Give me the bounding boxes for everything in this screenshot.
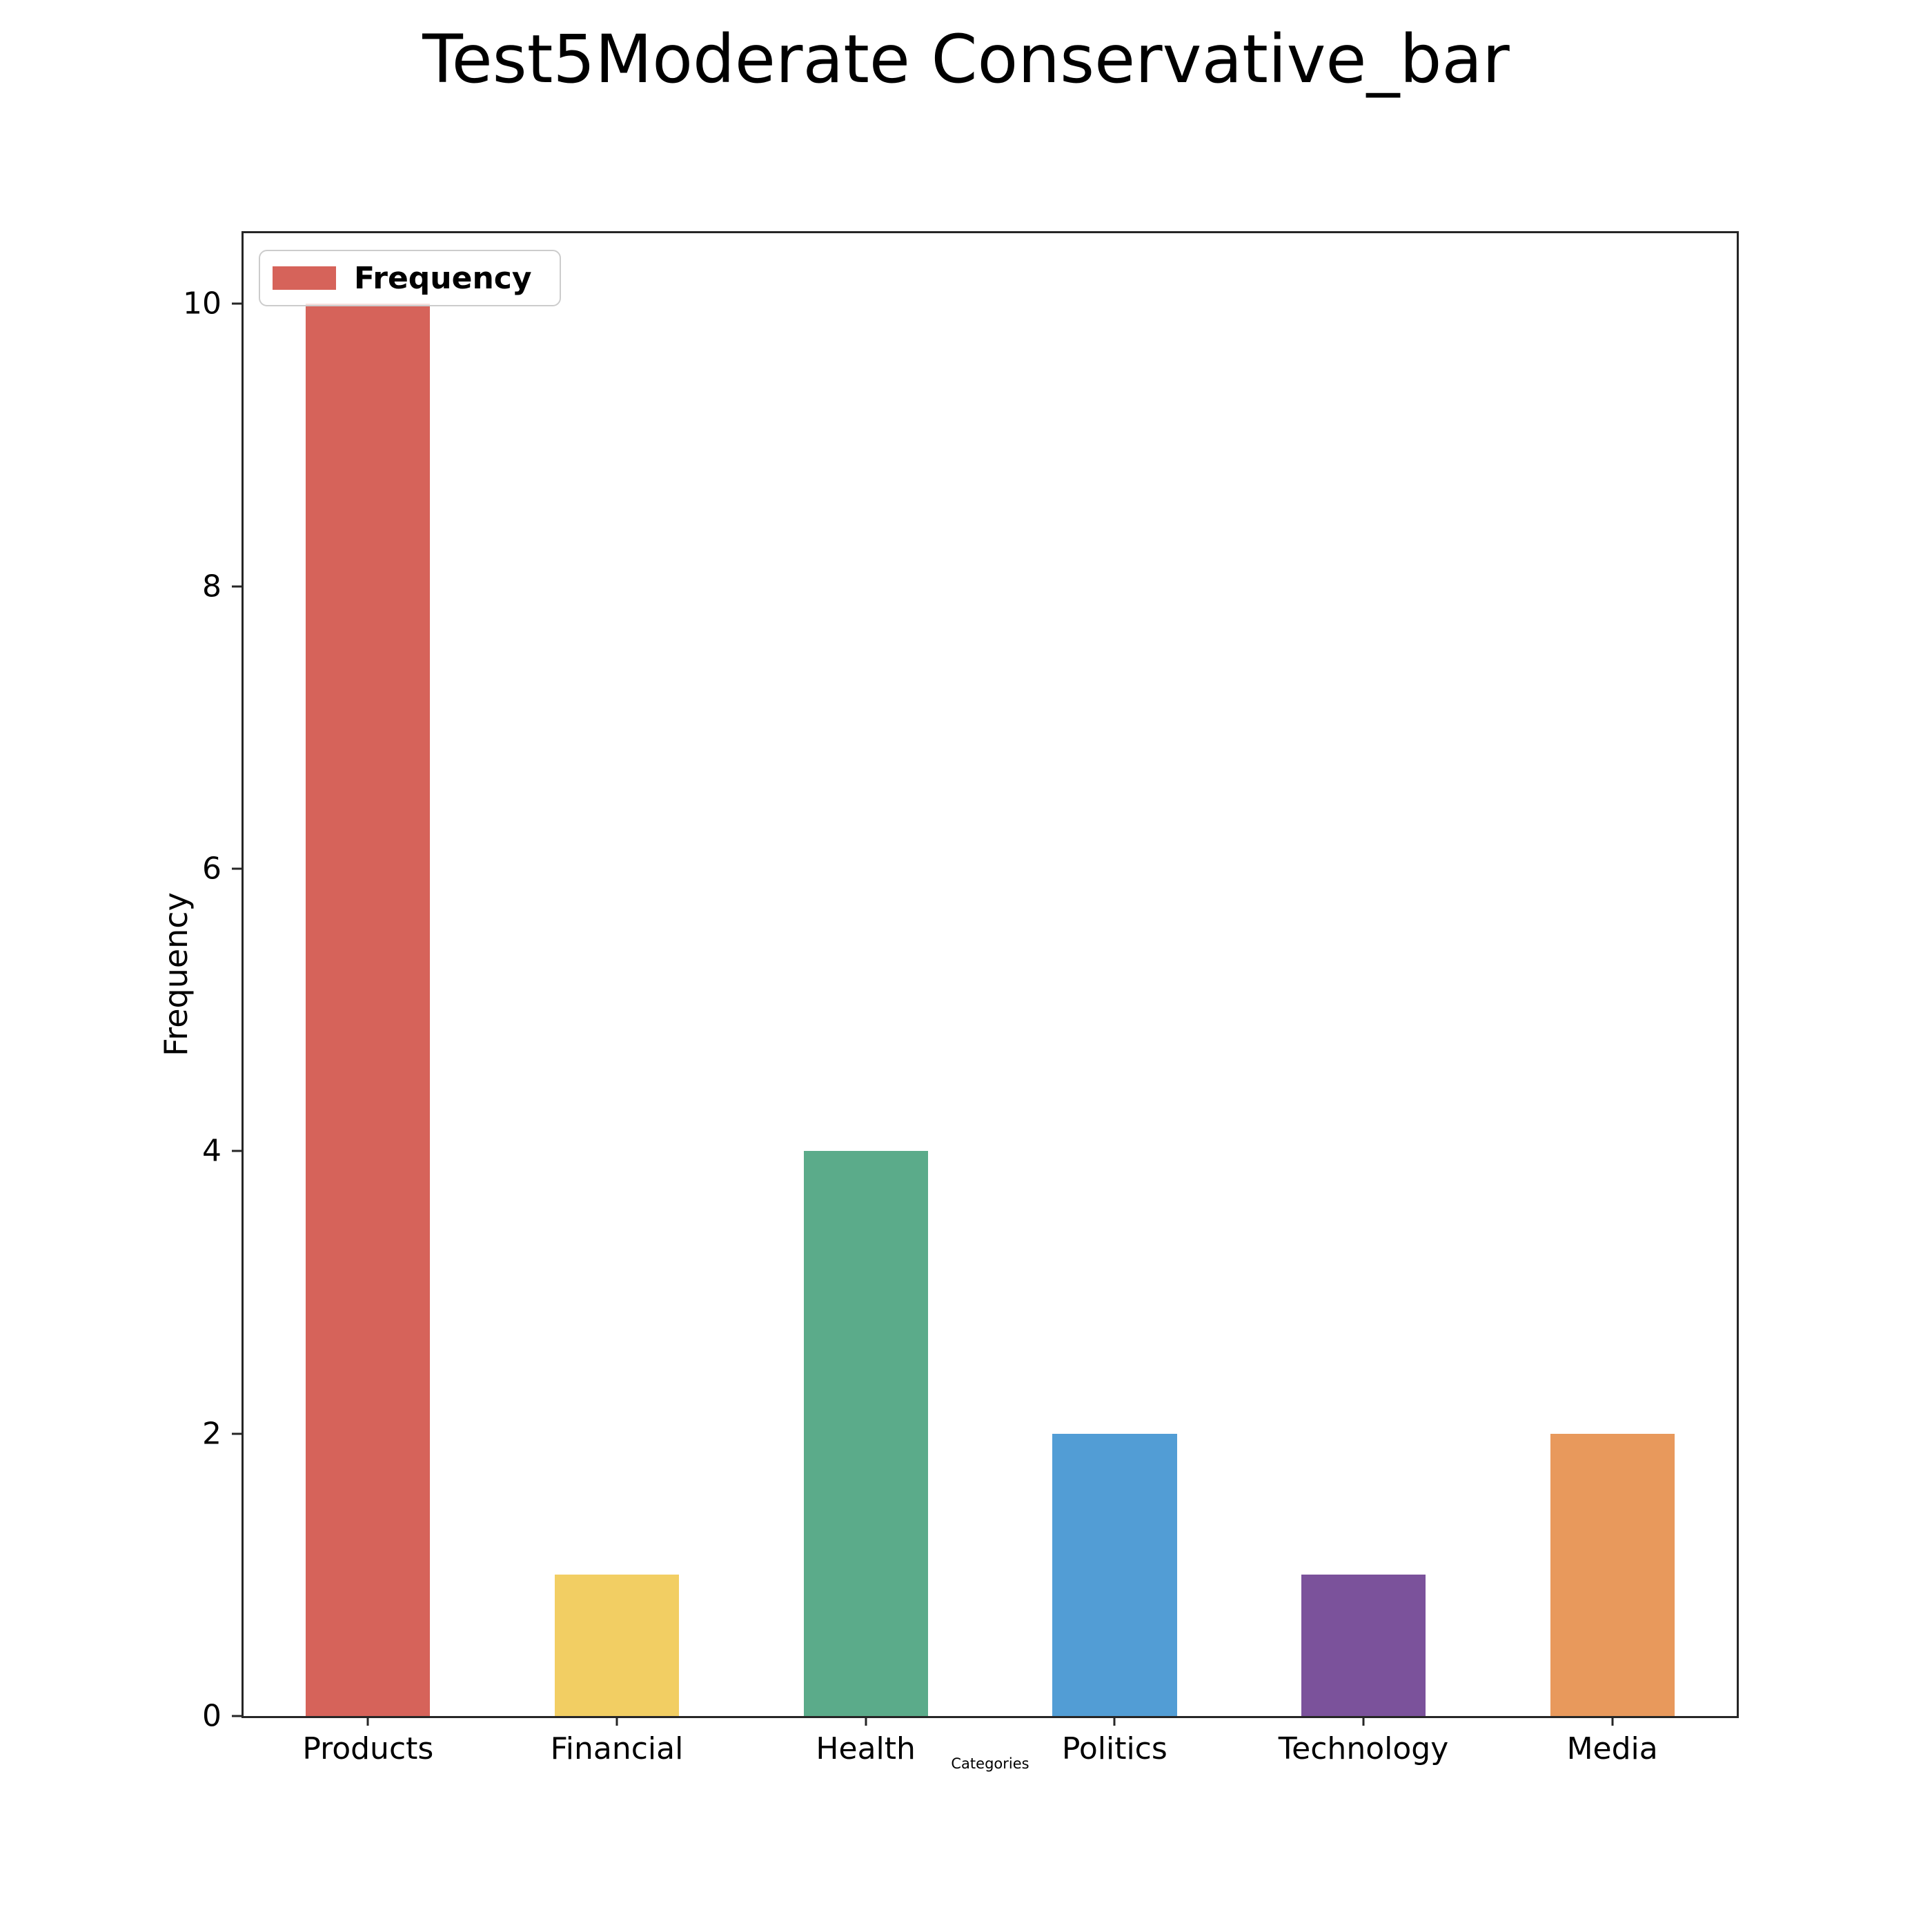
x-tick-mark	[1113, 1716, 1116, 1726]
bars-layer	[244, 233, 1737, 1716]
x-tick-label-health: Health	[816, 1731, 916, 1766]
bar-health	[803, 1151, 928, 1716]
bar-slot	[1239, 233, 1488, 1716]
y-axis-label: Frequency	[157, 892, 195, 1056]
x-tick-mark	[865, 1716, 867, 1726]
bar-slot	[741, 233, 990, 1716]
x-tick-mark	[1611, 1716, 1614, 1726]
y-tick-mark	[232, 1715, 241, 1717]
y-tick-mark	[232, 585, 241, 588]
y-tick-mark	[232, 1150, 241, 1152]
y-tick-label-8: 8	[202, 569, 221, 604]
bar-slot	[244, 233, 493, 1716]
legend: Frequency	[259, 250, 561, 306]
y-tick-label-6: 6	[202, 851, 221, 887]
bar-slot	[1488, 233, 1737, 1716]
bar-financial	[554, 1575, 680, 1716]
bar-slot	[493, 233, 742, 1716]
bar-politics	[1052, 1433, 1177, 1716]
legend-label: Frequency	[354, 260, 532, 296]
bar-slot	[990, 233, 1239, 1716]
x-tick-label-politics: Politics	[1061, 1731, 1167, 1766]
bar-products	[306, 304, 431, 1716]
x-tick-mark	[615, 1716, 618, 1726]
legend-swatch-frequency	[273, 266, 336, 290]
plot-area: Frequency Products Financial Health Politic…	[183, 231, 1739, 1766]
x-tick-mark	[1362, 1716, 1365, 1726]
y-tick-label-4: 4	[202, 1133, 221, 1169]
y-tick-label-10: 10	[183, 286, 221, 322]
y-tick-mark	[232, 1432, 241, 1435]
x-axis-label: Categories	[951, 1755, 1029, 1772]
x-tick-label-products: Products	[302, 1731, 434, 1766]
y-tick-label-2: 2	[202, 1416, 221, 1452]
bar-technology	[1301, 1575, 1426, 1716]
chart-title: Test5Moderate Conservative_bar	[422, 21, 1510, 98]
y-tick-mark	[232, 867, 241, 870]
bar-media	[1550, 1433, 1675, 1716]
x-tick-label-financial: Financial	[550, 1731, 684, 1766]
y-tick-mark	[232, 302, 241, 305]
x-tick-mark	[366, 1716, 369, 1726]
x-tick-label-media: Media	[1566, 1731, 1658, 1766]
x-tick-label-technology: Technology	[1278, 1731, 1449, 1766]
y-tick-label-0: 0	[202, 1698, 221, 1734]
